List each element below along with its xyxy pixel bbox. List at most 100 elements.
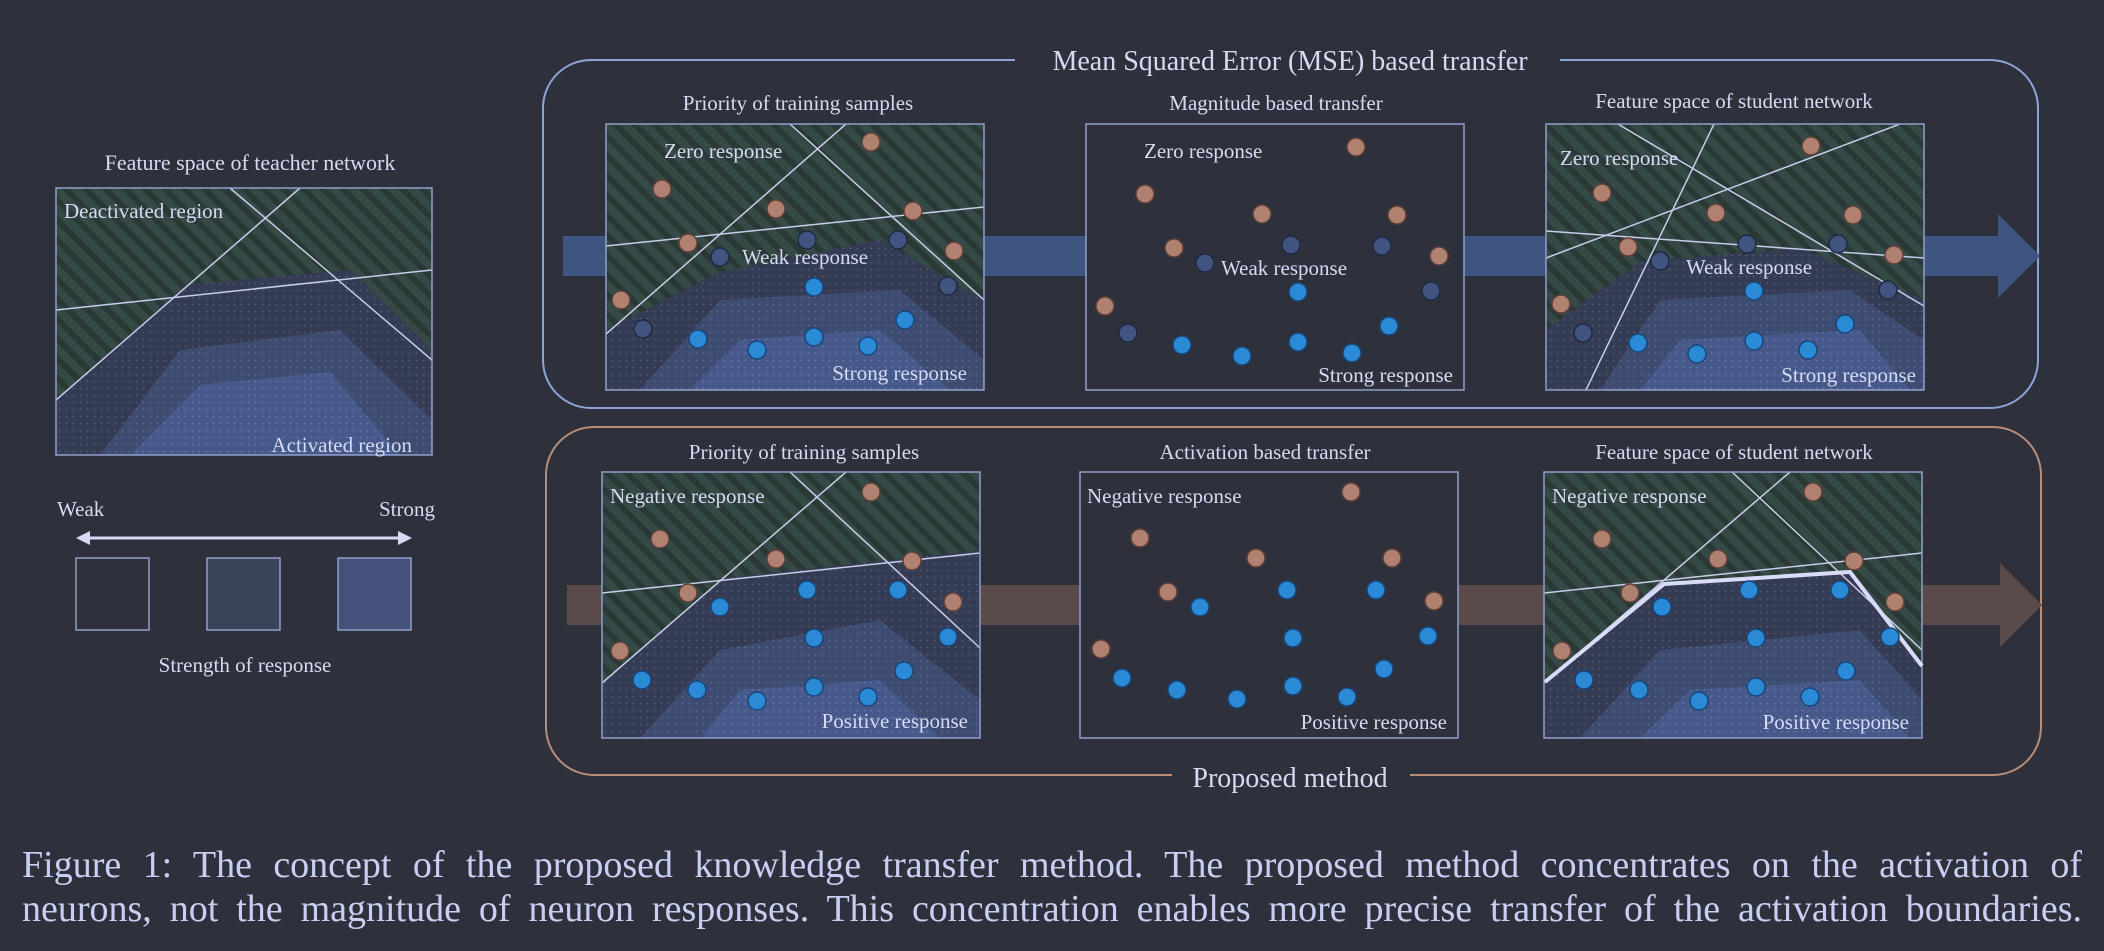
negative-sample-dot: [1252, 204, 1272, 224]
mse-p1-strong: Strong response: [832, 361, 967, 385]
negative-sample-dot: [1346, 137, 1366, 157]
proposed-title: Proposed method: [1192, 763, 1387, 794]
negative-sample-dot: [1382, 548, 1402, 568]
positive-sample-dot: [1374, 659, 1394, 679]
positive-sample-dot: [1277, 580, 1297, 600]
positive-sample-dot: [858, 336, 878, 356]
proposed-p3-title: Feature space of student network: [1595, 440, 1873, 464]
positive-sample-dot: [1629, 680, 1649, 700]
proposed-p2-neg: Negative response: [1087, 484, 1242, 508]
proposed-p3-neg: Negative response: [1552, 484, 1707, 508]
negative-sample-dot: [1341, 482, 1361, 502]
mse-title: Mean Squared Error (MSE) based transfer: [1052, 46, 1528, 77]
positive-sample-dot: [1172, 335, 1192, 355]
proposed-p3-pos: Positive response: [1763, 710, 1909, 734]
positive-sample-dot: [1288, 282, 1308, 302]
negative-sample-dot: [1164, 238, 1184, 258]
negative-sample-dot: [1843, 205, 1863, 225]
positive-sample-dot: [1628, 333, 1648, 353]
positive-sample-dot: [1689, 691, 1709, 711]
negative-sample-dot: [650, 529, 670, 549]
negative-sample-dot: [1592, 529, 1612, 549]
positive-sample-dot: [1744, 281, 1764, 301]
mse-p3-zero: Zero response: [1560, 146, 1678, 170]
positive-sample-dot: [1167, 680, 1187, 700]
positive-sample-dot: [1574, 670, 1594, 690]
positive-sample-dot: [632, 670, 652, 690]
weak-sample-dot: [1372, 236, 1392, 256]
negative-sample-dot: [1429, 246, 1449, 266]
negative-sample-dot: [652, 179, 672, 199]
figure-diagram: Feature space of teacher network Deactiv…: [55, 45, 2042, 794]
mse-p2-title: Magnitude based transfer: [1169, 91, 1382, 115]
positive-sample-dot: [1379, 316, 1399, 336]
positive-sample-dot: [895, 310, 915, 330]
negative-sample-dot: [903, 201, 923, 221]
negative-sample-dot: [1708, 549, 1728, 569]
negative-sample-dot: [1884, 245, 1904, 265]
mse-p2-weak: Weak response: [1221, 256, 1347, 280]
positive-sample-dot: [1288, 332, 1308, 352]
positive-sample-dot: [1652, 597, 1672, 617]
weak-sample-dot: [1281, 235, 1301, 255]
strong-label: Strong: [379, 497, 436, 521]
proposed-p1-neg: Negative response: [610, 484, 765, 508]
positive-sample-dot: [894, 661, 914, 681]
mse-p1-zero: Zero response: [664, 139, 782, 163]
activated-label: Activated region: [271, 433, 412, 457]
teacher-feature-space: [56, 188, 432, 455]
negative-sample-dot: [861, 132, 881, 152]
negative-sample-dot: [944, 241, 964, 261]
caption-line-2: neurons, not the magnitude of neuron res…: [22, 888, 2082, 930]
negative-sample-dot: [610, 641, 630, 661]
weak-sample-dot: [710, 247, 730, 267]
positive-sample-dot: [1746, 628, 1766, 648]
negative-sample-dot: [902, 551, 922, 571]
positive-sample-dot: [858, 687, 878, 707]
positive-sample-dot: [1798, 340, 1818, 360]
positive-sample-dot: [710, 597, 730, 617]
negative-sample-dot: [1844, 551, 1864, 571]
positive-sample-dot: [804, 327, 824, 347]
positive-sample-dot: [888, 580, 908, 600]
negative-sample-dot: [1246, 548, 1266, 568]
weak-sample-dot: [633, 319, 653, 339]
mse-p1-title: Priority of training samples: [683, 91, 913, 115]
negative-sample-dot: [766, 549, 786, 569]
mse-p2-feature-space: [1085, 123, 1465, 391]
proposed-p1-pos: Positive response: [822, 709, 968, 733]
negative-sample-dot: [1130, 528, 1150, 548]
strength-swatch-weak: [75, 557, 150, 631]
strength-swatch-mid: [206, 557, 281, 631]
negative-sample-dot: [1803, 482, 1823, 502]
negative-sample-dot: [1135, 184, 1155, 204]
negative-sample-dot: [678, 583, 698, 603]
strength-label: Strength of response: [159, 653, 332, 677]
weak-sample-dot: [1878, 280, 1898, 300]
teacher-title: Feature space of teacher network: [105, 150, 396, 175]
weak-sample-dot: [1195, 253, 1215, 273]
negative-sample-dot: [1158, 582, 1178, 602]
positive-sample-dot: [1744, 331, 1764, 351]
positive-sample-dot: [1418, 626, 1438, 646]
double-arrow: [76, 531, 412, 545]
negative-sample-dot: [1387, 205, 1407, 225]
mse-p3-weak: Weak response: [1686, 255, 1812, 279]
mse-p3-title: Feature space of student network: [1595, 89, 1873, 113]
positive-sample-dot: [1835, 314, 1855, 334]
positive-sample-dot: [938, 627, 958, 647]
positive-sample-dot: [1342, 343, 1362, 363]
positive-sample-dot: [804, 628, 824, 648]
proposed-p2-feature-space: [1079, 471, 1459, 739]
proposed-p2-title: Activation based transfer: [1159, 440, 1370, 464]
positive-sample-dot: [804, 277, 824, 297]
weak-sample-dot: [1737, 234, 1757, 254]
positive-sample-dot: [1190, 597, 1210, 617]
deactivated-label: Deactivated region: [64, 199, 224, 223]
negative-sample-dot: [678, 233, 698, 253]
weak-sample-dot: [938, 276, 958, 296]
weak-sample-dot: [1650, 251, 1670, 271]
negative-sample-dot: [1706, 203, 1726, 223]
positive-sample-dot: [1232, 346, 1252, 366]
positive-sample-dot: [1283, 628, 1303, 648]
